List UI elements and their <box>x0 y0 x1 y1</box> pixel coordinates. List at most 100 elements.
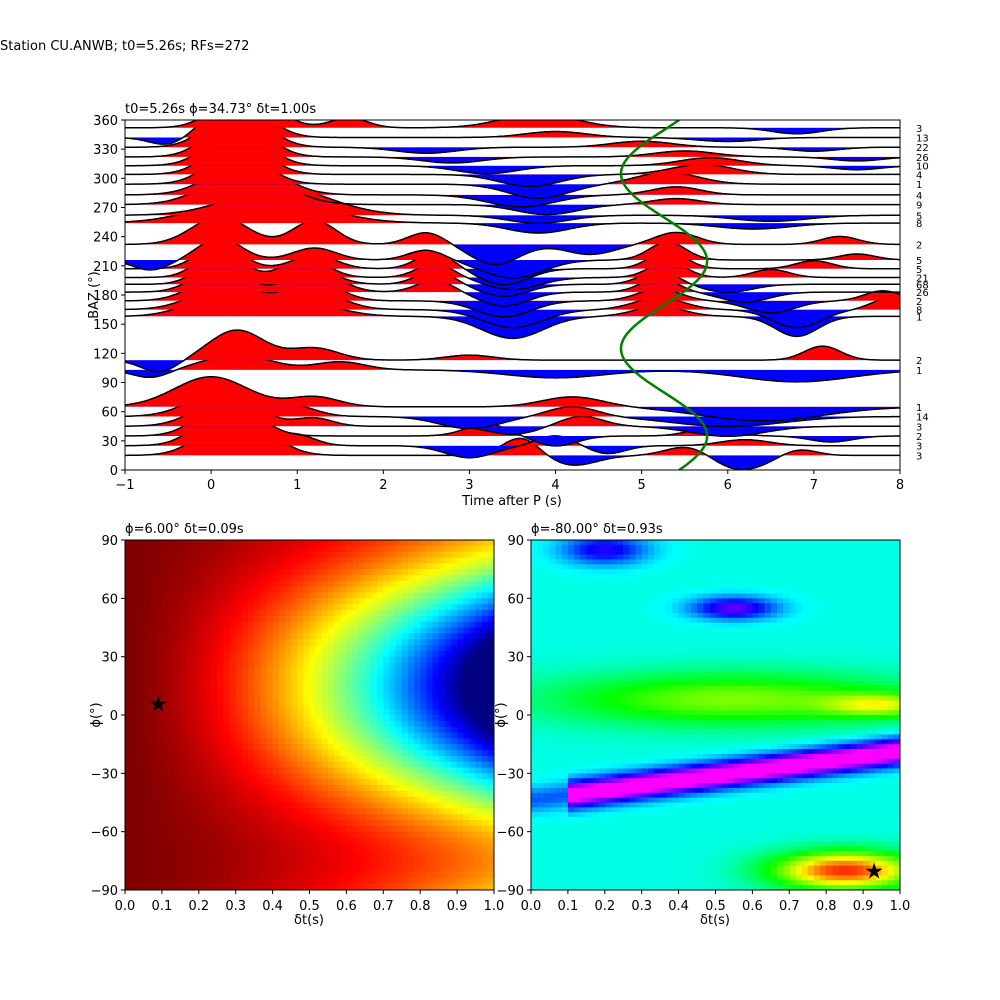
heatmap-cell <box>248 575 255 582</box>
heatmap-cell <box>623 870 630 877</box>
heatmap-cell <box>254 697 261 704</box>
heatmap-cell <box>444 744 452 751</box>
heatmap-cell <box>168 598 175 605</box>
heatmap-cell <box>549 676 557 682</box>
heatmap-cell <box>229 592 237 599</box>
heatmap-cell <box>291 627 298 634</box>
heatmap-cell <box>284 773 292 780</box>
heatmap-cell <box>161 685 169 693</box>
heatmap-cell <box>174 680 181 687</box>
heatmap-cell <box>260 685 268 693</box>
heatmap-cell <box>272 825 280 833</box>
heatmap-cell <box>598 646 606 653</box>
heatmap-cell <box>371 820 378 827</box>
heatmap-cell <box>309 720 317 728</box>
heatmap-cell <box>426 615 434 623</box>
heatmap-cell <box>598 749 606 755</box>
heatmap-cell <box>395 610 403 617</box>
heatmap-cell <box>241 674 249 681</box>
heatmap-cell <box>567 885 575 890</box>
heatmap-cell <box>463 662 470 669</box>
heatmap-cell <box>186 575 194 582</box>
heatmap-cell <box>235 551 243 559</box>
heatmap-cell <box>389 878 397 885</box>
heatmap-cell <box>617 646 624 653</box>
heatmap-cell <box>432 855 440 862</box>
heatmap-cell <box>266 732 274 739</box>
heatmap-cell <box>457 557 464 564</box>
heatmap-cell <box>371 697 378 704</box>
heatmap-cell <box>266 738 274 745</box>
heatmap-cell <box>549 841 557 847</box>
heatmap-cell <box>383 843 391 850</box>
heatmap-cell <box>186 715 194 722</box>
heatmap-cell <box>395 557 403 564</box>
heatmap-cell <box>567 671 575 677</box>
heatmap-cell <box>211 750 218 757</box>
heatmap-cell <box>407 773 415 780</box>
heatmap-cell <box>469 551 477 559</box>
heatmap-cell <box>211 855 218 862</box>
heatmap-cell <box>278 761 286 769</box>
heatmap-left-x-axis: 0.0 0.1 0.2 0.3 0.4 0.5 0.6 0.7 0.8 0.9 1.0 <box>115 890 504 914</box>
heatmap-cell <box>229 709 237 716</box>
heatmap-cell <box>444 621 452 629</box>
heatmap-cell <box>198 732 206 739</box>
heatmap-cell <box>389 674 397 681</box>
heatmap-cell <box>217 604 224 611</box>
heatmap-cell <box>426 685 434 693</box>
heatmap-cell <box>401 645 409 652</box>
heatmap-cell <box>420 569 427 576</box>
heatmap-cell <box>623 865 630 872</box>
heatmap-cell <box>537 642 544 648</box>
heatmap-cell <box>555 807 563 813</box>
heatmap-cell <box>217 761 224 769</box>
heatmap-cell <box>432 563 440 570</box>
heatmap-cell <box>574 632 581 638</box>
heatmap-cell <box>192 598 200 605</box>
heatmap-cell <box>401 545 409 553</box>
heatmap-cell <box>248 674 255 681</box>
heatmap-cell <box>358 872 366 879</box>
heatmap-cell <box>327 551 335 559</box>
heatmap-cell <box>309 557 317 564</box>
heatmap-cell <box>186 726 194 734</box>
heatmap-cell <box>358 767 366 774</box>
heatmap-cell <box>463 680 470 687</box>
heatmap-cell <box>555 554 563 561</box>
heatmap-cell <box>598 763 606 770</box>
heatmap-cell <box>186 849 194 856</box>
heatmap-cell <box>438 773 446 780</box>
heatmap-cell <box>401 825 409 833</box>
heatmap-cell <box>463 557 470 564</box>
heatmap-cell <box>438 627 446 634</box>
heatmap-cell <box>186 540 194 547</box>
heatmap-cell <box>438 563 446 570</box>
rf-trace <box>125 120 900 135</box>
heatmap-cell <box>204 627 212 634</box>
heatmap-cell <box>438 650 446 658</box>
heatmap-cell <box>469 767 477 774</box>
heatmap-cell <box>204 639 212 646</box>
heatmap-cell <box>229 645 237 652</box>
rf-trace <box>125 329 900 373</box>
heatmap-cell <box>358 884 366 890</box>
heatmap-cell <box>586 710 594 716</box>
heatmap-cell <box>598 710 606 716</box>
rf-trace-negative-fill <box>125 260 900 278</box>
heatmap-cell <box>155 610 163 617</box>
heatmap-cell <box>254 633 261 640</box>
heatmap-cell <box>617 676 624 682</box>
heatmap-cell <box>432 580 440 588</box>
heatmap-cell <box>617 612 624 619</box>
heatmap-cell <box>567 855 575 862</box>
heatmap-cell <box>580 753 587 760</box>
heatmap-cell <box>463 650 470 658</box>
heatmap-cell <box>278 703 286 710</box>
heatmap-cell <box>223 825 231 833</box>
heatmap-right-title: ϕ=-80.00° δt=0.93s <box>531 522 663 537</box>
rf-y-tick-label: 90 <box>101 377 118 392</box>
heatmap-cell <box>321 540 329 547</box>
heatmap-cell <box>561 739 569 745</box>
heatmap-cell <box>229 621 237 629</box>
